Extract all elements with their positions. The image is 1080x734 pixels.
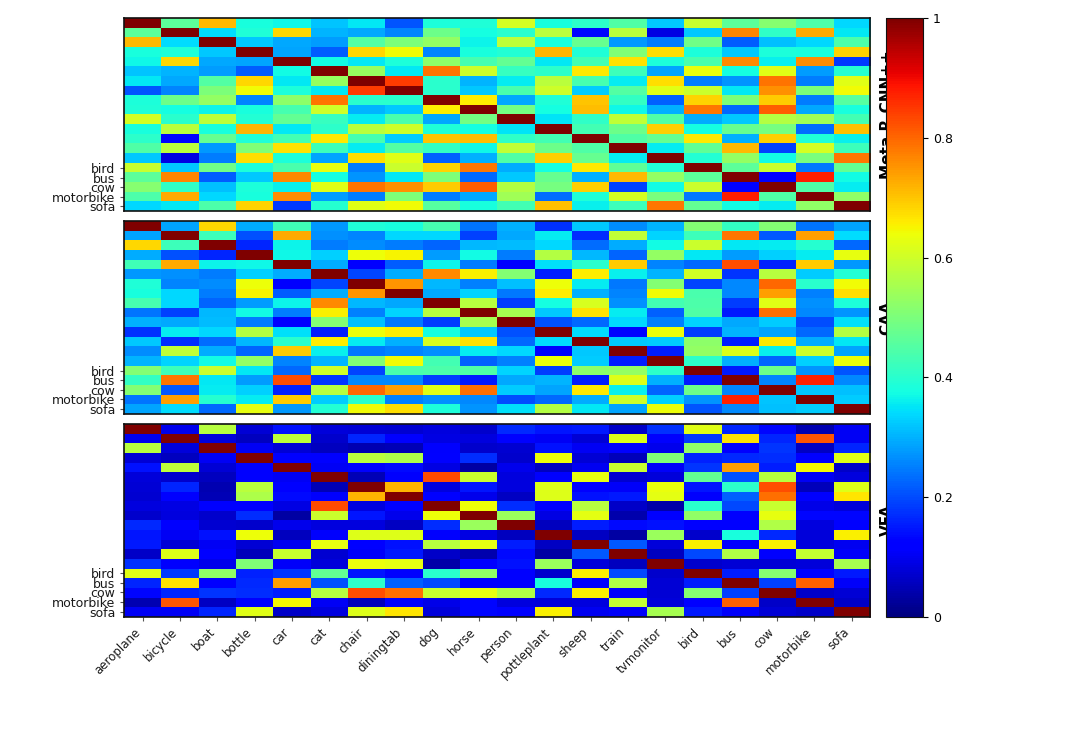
Y-axis label: CAA: CAA — [879, 300, 894, 335]
Y-axis label: Meta R-CNN++: Meta R-CNN++ — [879, 51, 894, 179]
Y-axis label: VFA: VFA — [879, 504, 894, 536]
